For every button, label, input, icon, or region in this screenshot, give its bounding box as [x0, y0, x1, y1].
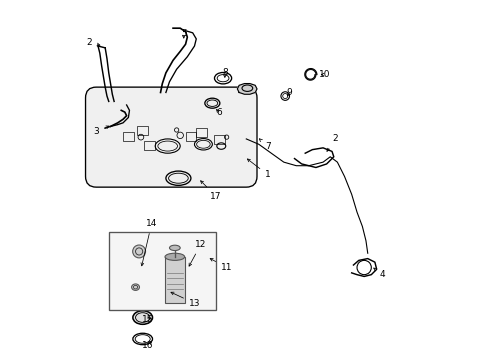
Bar — [214, 135, 224, 144]
Text: 3: 3 — [93, 126, 109, 136]
Ellipse shape — [131, 284, 139, 291]
Bar — [185, 132, 196, 141]
Text: 5: 5 — [181, 29, 186, 38]
Text: 17: 17 — [200, 181, 221, 201]
Text: 2: 2 — [326, 134, 338, 151]
FancyBboxPatch shape — [85, 87, 257, 187]
Text: 6: 6 — [216, 108, 222, 117]
Text: 10: 10 — [319, 70, 330, 79]
Text: 4: 4 — [373, 268, 384, 279]
Text: 12: 12 — [189, 240, 206, 266]
Text: 7: 7 — [259, 139, 270, 151]
Text: 9: 9 — [285, 88, 291, 97]
Text: 13: 13 — [171, 292, 200, 308]
Text: 2: 2 — [86, 38, 100, 47]
Circle shape — [132, 245, 145, 258]
Bar — [108, 232, 216, 310]
Bar — [137, 126, 148, 135]
Text: 11: 11 — [210, 258, 232, 272]
Bar — [164, 257, 184, 303]
Polygon shape — [237, 84, 257, 94]
Ellipse shape — [169, 245, 180, 251]
Bar — [123, 132, 134, 141]
Text: 14: 14 — [141, 219, 157, 266]
Bar — [196, 128, 206, 137]
Text: 15: 15 — [142, 315, 154, 324]
Text: 8: 8 — [222, 68, 227, 77]
Ellipse shape — [164, 253, 184, 260]
Text: 16: 16 — [142, 341, 154, 350]
Text: 1: 1 — [247, 159, 270, 179]
Bar — [144, 141, 155, 150]
Ellipse shape — [133, 311, 152, 324]
